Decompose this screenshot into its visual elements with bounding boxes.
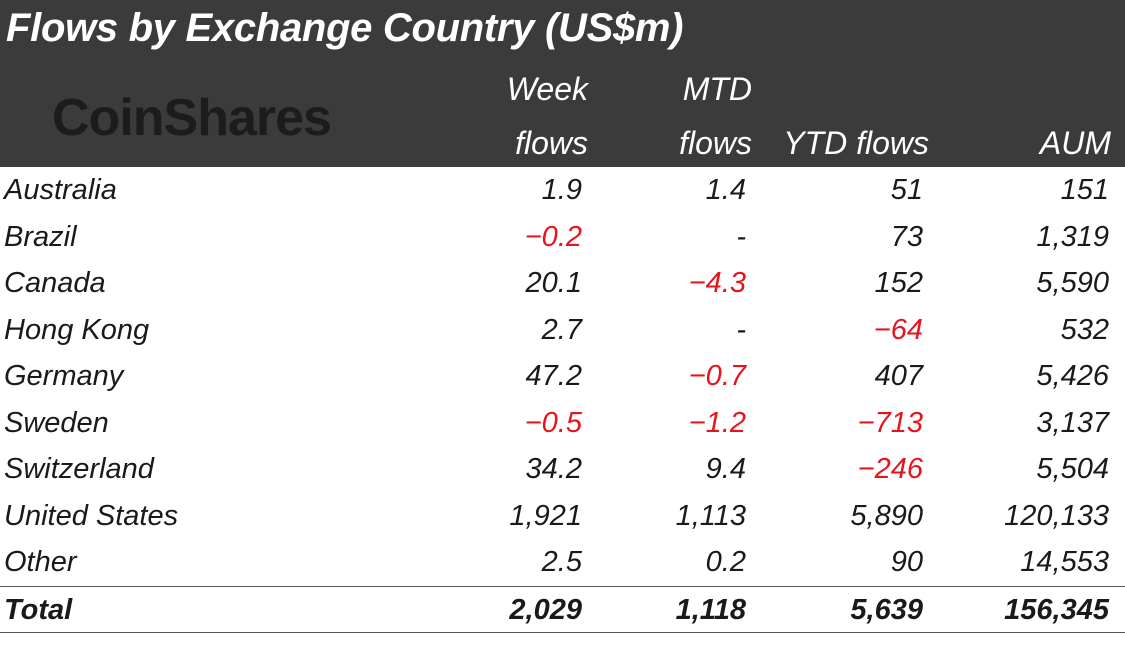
cell-mtd: −0.7 [688, 360, 746, 392]
cell-aum: 1,319 [1036, 220, 1109, 253]
cell-ytd: −64 [873, 313, 923, 346]
cell-week: 1.9 [541, 174, 582, 206]
cell-aum: 5,426 [1036, 360, 1109, 392]
col-header-aum: AUM [1039, 125, 1111, 161]
cell-ytd: 152 [874, 267, 923, 299]
cell-aum: 5,590 [1036, 267, 1109, 299]
table-row: Switzerland 34.2 9.4 −246 5,504 [0, 446, 1125, 492]
cell-mtd: - [736, 313, 746, 346]
cell-mtd: 9.4 [705, 453, 746, 485]
country-label: United States [4, 499, 179, 532]
country-label: Canada [4, 267, 106, 299]
cell-aum: 14,553 [1020, 546, 1109, 578]
table-row: Australia 1.9 1.4 51 151 [0, 167, 1125, 213]
table-row: Other 2.5 0.2 90 14,553 [0, 539, 1125, 585]
cell-week: 1,921 [509, 499, 582, 532]
table-row: Sweden −0.5 −1.2 −713 3,137 [0, 400, 1125, 446]
table-row: United States 1,921 1,113 5,890 120,133 [0, 493, 1125, 539]
country-label: Other [4, 546, 77, 578]
country-label: Brazil [4, 220, 77, 253]
total-divider [0, 586, 1125, 587]
cell-week: −0.2 [524, 220, 582, 253]
cell-aum: 156,345 [1004, 594, 1109, 626]
cell-ytd: −246 [857, 453, 923, 485]
table-row: Germany 47.2 −0.7 407 5,426 [0, 353, 1125, 399]
cell-week: 2.7 [541, 313, 582, 346]
table-header: Flows by Exchange Country (US$m) CoinSha… [0, 0, 1125, 167]
total-row: Total 2,029 1,118 5,639 156,345 [0, 587, 1125, 633]
cell-week: 20.1 [525, 267, 582, 299]
cell-aum: 120,133 [1004, 499, 1109, 532]
cell-ytd: 5,890 [850, 499, 923, 532]
table-row: Canada 20.1 −4.3 152 5,590 [0, 260, 1125, 306]
table-row: Brazil −0.2 - 73 1,319 [0, 214, 1125, 260]
cell-mtd: 0.2 [705, 546, 746, 578]
cell-ytd: 73 [890, 220, 923, 253]
country-label: Australia [4, 174, 117, 206]
col-header-ytd: YTD flows [783, 125, 929, 161]
table-row: Hong Kong 2.7 - −64 532 [0, 307, 1125, 353]
cell-ytd: −713 [857, 406, 923, 439]
cell-mtd: 1,113 [675, 499, 746, 532]
cell-week: 34.2 [525, 453, 582, 485]
cell-week: −0.5 [524, 406, 582, 439]
cell-aum: 5,504 [1036, 453, 1109, 485]
cell-week: 47.2 [525, 360, 582, 392]
cell-aum: 532 [1060, 313, 1109, 346]
cell-mtd: −4.3 [688, 267, 746, 299]
cell-ytd: 51 [890, 174, 923, 206]
country-label: Germany [4, 360, 124, 392]
bottom-border [0, 632, 1125, 633]
coinshares-logo: CoinShares [52, 89, 332, 147]
cell-ytd: 5,639 [850, 594, 923, 626]
cell-mtd: −1.2 [688, 406, 746, 439]
col-header-mtd-line1: MTD [682, 71, 752, 107]
country-label: Sweden [4, 406, 109, 439]
cell-ytd: 407 [874, 360, 923, 392]
cell-mtd: 1.4 [705, 174, 746, 206]
chart-title: Flows by Exchange Country (US$m) [6, 6, 684, 50]
total-label: Total [4, 594, 73, 626]
country-label: Hong Kong [4, 313, 150, 346]
col-header-week-line2: flows [515, 125, 588, 161]
cell-ytd: 90 [890, 546, 923, 578]
col-header-mtd-line2: flows [679, 125, 752, 161]
country-label: Switzerland [4, 453, 154, 485]
cell-aum: 151 [1060, 174, 1109, 206]
col-header-week-line1: Week [506, 71, 588, 107]
cell-aum: 3,137 [1036, 406, 1109, 439]
cell-mtd: - [736, 220, 746, 253]
cell-week: 2.5 [541, 546, 582, 578]
cell-week: 2,029 [509, 594, 582, 626]
cell-mtd: 1,118 [675, 594, 746, 626]
